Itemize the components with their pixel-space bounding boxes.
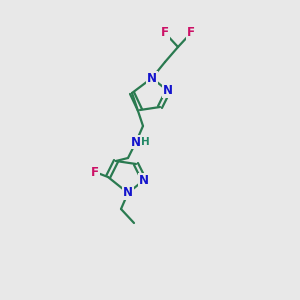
Text: N: N	[131, 136, 141, 148]
Text: H: H	[141, 137, 149, 147]
Text: N: N	[163, 85, 173, 98]
Text: N: N	[139, 173, 149, 187]
Text: N: N	[147, 71, 157, 85]
Text: F: F	[187, 26, 195, 40]
Text: N: N	[123, 187, 133, 200]
Text: F: F	[91, 166, 99, 178]
Text: F: F	[161, 26, 169, 40]
